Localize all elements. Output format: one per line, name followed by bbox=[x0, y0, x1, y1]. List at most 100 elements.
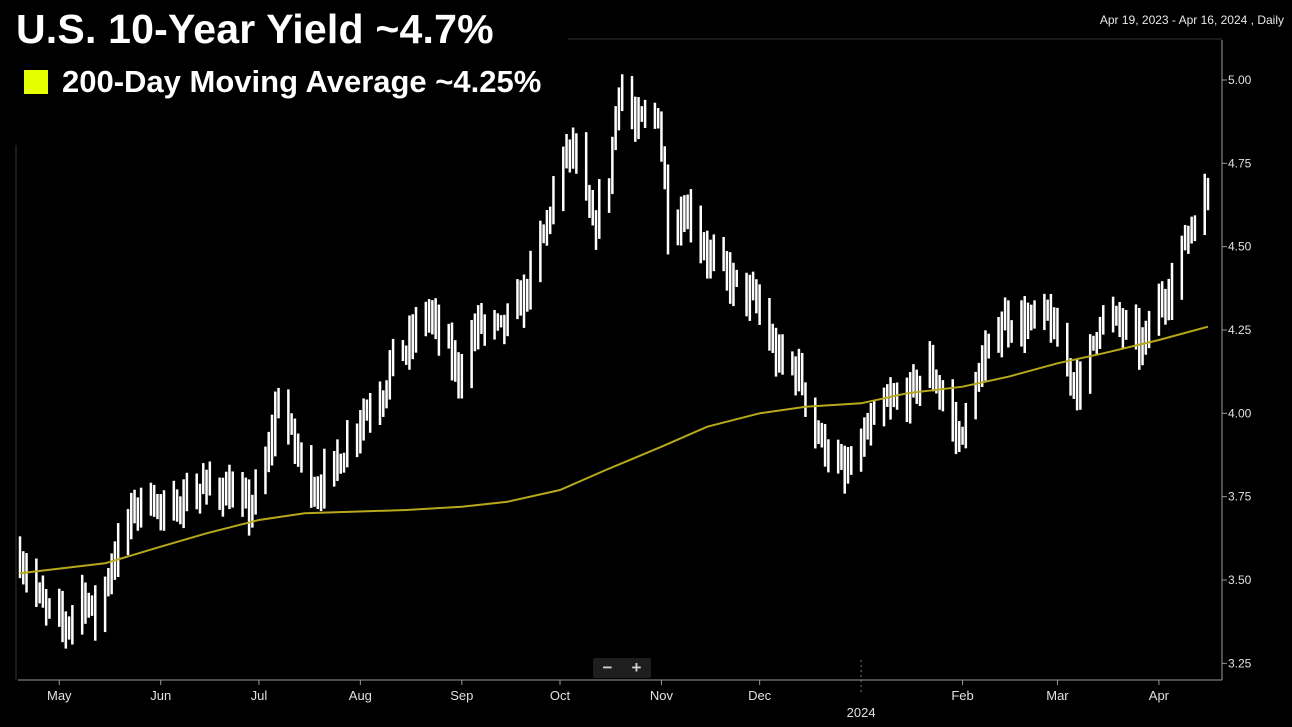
price-bar bbox=[1079, 361, 1082, 410]
price-bar bbox=[182, 479, 185, 529]
price-bar bbox=[368, 392, 372, 433]
price-bar bbox=[997, 316, 1000, 353]
price-bar bbox=[643, 99, 647, 128]
y-tick-label: 4.75 bbox=[1228, 156, 1252, 170]
price-bar bbox=[1072, 372, 1076, 399]
price-bar bbox=[346, 420, 349, 468]
price-bar bbox=[912, 364, 915, 398]
price-bar bbox=[296, 433, 300, 467]
price-bar bbox=[1030, 304, 1033, 331]
price-bar bbox=[90, 595, 94, 616]
price-bar bbox=[859, 428, 863, 472]
price-bar bbox=[470, 319, 473, 389]
y-tick-label: 3.50 bbox=[1228, 573, 1252, 587]
price-bar bbox=[800, 352, 804, 396]
price-bar bbox=[1043, 293, 1046, 331]
price-bar bbox=[38, 582, 41, 604]
price-bar bbox=[244, 477, 248, 509]
price-bar bbox=[427, 299, 431, 333]
price-bar bbox=[175, 489, 179, 522]
price-bar bbox=[1046, 299, 1049, 321]
price-bar bbox=[519, 280, 522, 316]
price-bar bbox=[791, 351, 794, 376]
year-label: 2024 bbox=[847, 705, 876, 720]
x-tick-label: Mar bbox=[1046, 688, 1069, 703]
price-bar bbox=[310, 445, 313, 508]
price-bar bbox=[1121, 308, 1125, 349]
price-bar bbox=[313, 476, 316, 507]
price-bar bbox=[228, 464, 231, 510]
price-bar bbox=[496, 313, 500, 331]
price-bar bbox=[1075, 359, 1079, 411]
price-bar bbox=[391, 338, 395, 377]
price-bar bbox=[843, 445, 846, 494]
price-bar bbox=[1033, 300, 1036, 329]
price-bar bbox=[339, 453, 342, 474]
price-bar bbox=[107, 567, 110, 597]
price-bar bbox=[722, 236, 725, 272]
price-bar bbox=[584, 132, 588, 201]
price-bar bbox=[205, 469, 208, 505]
price-bar bbox=[1193, 215, 1197, 242]
price-bar bbox=[935, 369, 938, 394]
x-tick-label: Aug bbox=[349, 688, 372, 703]
price-bar bbox=[1160, 281, 1164, 318]
price-bar bbox=[1164, 288, 1167, 325]
price-bar bbox=[964, 402, 968, 449]
zoom-in-button[interactable]: + bbox=[631, 658, 642, 677]
price-bar bbox=[130, 492, 133, 540]
price-bar bbox=[575, 133, 578, 174]
zoom-out-button[interactable]: − bbox=[602, 658, 613, 677]
price-bar bbox=[781, 334, 784, 375]
price-bar bbox=[1118, 302, 1121, 338]
legend-swatch bbox=[24, 70, 48, 94]
price-bar bbox=[447, 323, 450, 349]
price-bar bbox=[522, 274, 526, 328]
price-bar bbox=[1203, 173, 1206, 236]
price-bar bbox=[594, 210, 598, 250]
chart-title: U.S. 10-Year Yield ~4.7% bbox=[16, 6, 494, 52]
price-bar bbox=[202, 463, 205, 495]
price-bar bbox=[928, 341, 932, 388]
price-bar bbox=[290, 413, 293, 435]
y-tick-label: 4.50 bbox=[1228, 240, 1252, 254]
price-bar bbox=[411, 314, 414, 360]
price-bar bbox=[437, 304, 441, 356]
x-tick-label: Sep bbox=[450, 688, 473, 703]
price-bar bbox=[545, 210, 549, 246]
legend-label: 200-Day Moving Average ~4.25% bbox=[62, 64, 542, 99]
price-bar bbox=[110, 553, 113, 595]
price-bar bbox=[450, 322, 454, 381]
price-bar bbox=[689, 189, 693, 243]
price-bar bbox=[457, 352, 460, 399]
price-bar bbox=[493, 309, 496, 340]
price-bar bbox=[159, 494, 162, 531]
price-bar bbox=[771, 323, 774, 353]
price-bar bbox=[961, 426, 964, 445]
price-bar bbox=[1092, 335, 1095, 351]
price-bar bbox=[712, 234, 716, 272]
y-tick-label: 3.75 bbox=[1228, 490, 1252, 504]
price-bar bbox=[565, 133, 568, 169]
price-bar bbox=[699, 205, 702, 264]
date-range-label[interactable]: Apr 19, 2023 - Apr 16, 2024 , Daily bbox=[1099, 13, 1284, 27]
price-bar bbox=[401, 340, 405, 362]
price-bar bbox=[185, 472, 189, 512]
price-bar bbox=[224, 471, 228, 506]
price-bar bbox=[319, 474, 323, 512]
price-bar bbox=[61, 590, 64, 643]
price-bar bbox=[892, 383, 896, 408]
price-bar bbox=[1023, 296, 1026, 353]
price-bar bbox=[270, 414, 274, 466]
price-bar bbox=[607, 178, 611, 213]
price-bar bbox=[1000, 311, 1004, 358]
y-tick-label: 4.25 bbox=[1228, 323, 1252, 337]
price-bar bbox=[1066, 322, 1069, 377]
price-bar bbox=[378, 381, 382, 426]
price-bar bbox=[87, 592, 90, 618]
price-bar bbox=[198, 483, 202, 514]
price-bar bbox=[1003, 297, 1007, 331]
price-bar bbox=[408, 315, 411, 370]
price-bar bbox=[152, 484, 156, 517]
price-bar bbox=[1020, 300, 1023, 347]
